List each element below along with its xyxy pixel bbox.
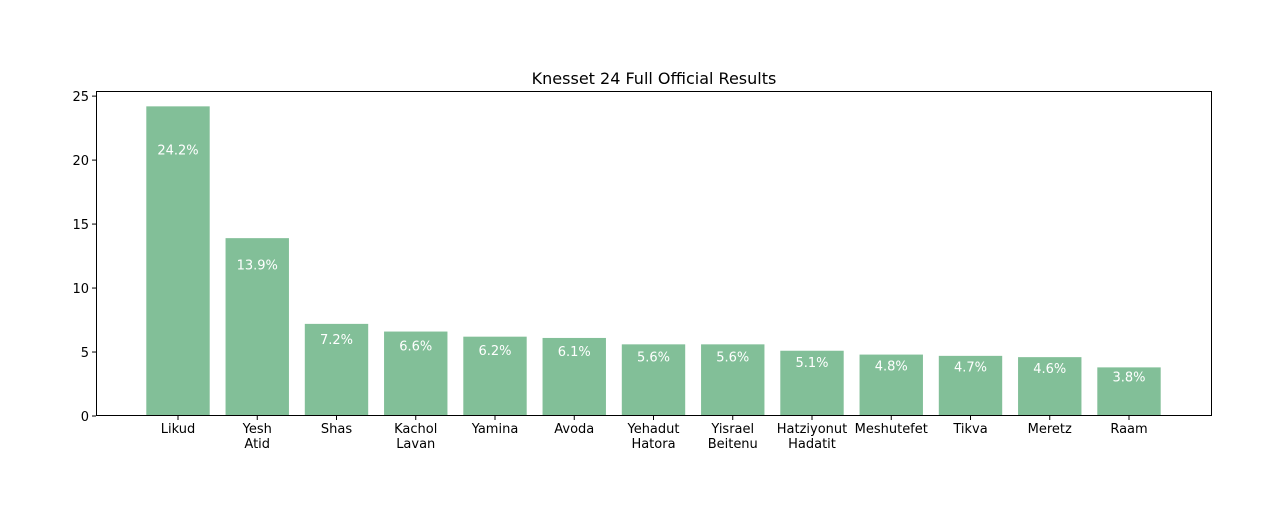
value-label: 6.2%: [478, 344, 511, 359]
value-label: 5.1%: [795, 356, 828, 371]
x-tick-label: Tikva: [952, 422, 987, 437]
bar: [938, 355, 1003, 416]
value-label: 5.6%: [716, 351, 749, 366]
value-label: 6.6%: [399, 340, 432, 355]
y-tick-label: 10: [72, 282, 89, 297]
y-tick-label: 0: [81, 410, 89, 425]
bar: [701, 344, 765, 416]
bar: [146, 106, 210, 416]
y-tick-label: 20: [72, 154, 89, 169]
bar: [384, 331, 448, 416]
x-tick-label: Yisrael Beitenu: [708, 422, 758, 452]
x-tick-label: Shas: [321, 422, 352, 437]
value-label: 3.8%: [1112, 371, 1145, 386]
bar: [542, 337, 606, 416]
plot-frame: [96, 91, 1212, 416]
x-tick-label: Yesh Atid: [242, 422, 272, 452]
x-tick-label: Meshutefet: [855, 422, 928, 437]
x-axis: Likud Yesh Atid Shas Kachol Lavan Yamina Avoda Y…: [161, 416, 1148, 452]
y-tick-label: 25: [72, 90, 89, 105]
value-label: 6.1%: [558, 345, 591, 360]
x-tick-label: Meretz: [1028, 422, 1072, 437]
value-label: 4.7%: [954, 361, 987, 376]
bar: [225, 238, 289, 416]
value-label: 5.6%: [637, 351, 670, 366]
x-tick-label: Hatziyonut Hadatit: [777, 422, 848, 452]
x-tick-label: Avoda: [554, 422, 594, 437]
y-tick-label: 15: [72, 218, 89, 233]
x-tick-label: Likud: [161, 422, 195, 437]
y-tick-label: 5: [81, 346, 89, 361]
bars-layer: [146, 106, 1161, 416]
x-tick-label: Kachol Lavan: [394, 422, 437, 452]
bar: [1018, 357, 1082, 416]
bar: [780, 350, 844, 416]
value-label: 13.9%: [237, 258, 278, 273]
chart-title: Knesset 24 Full Official Results: [532, 69, 777, 88]
bar: [304, 323, 369, 416]
bar: [1097, 367, 1161, 416]
value-label: 4.8%: [875, 360, 908, 375]
value-label: 24.2%: [157, 144, 198, 159]
x-tick-label: Raam: [1110, 422, 1147, 437]
y-axis: 0 5 10 15 20 25: [72, 90, 96, 425]
x-tick-label: Yamina: [471, 422, 519, 437]
bar: [621, 344, 686, 416]
value-label: 7.2%: [320, 333, 353, 348]
value-labels-layer: 24.2% 13.9% 7.2% 6.6% 6.2% 6.1% 5.6% 5.6% 5.1% 4.…: [157, 144, 1145, 386]
bar: [859, 354, 923, 416]
value-label: 4.6%: [1033, 362, 1066, 377]
x-tick-label: Yehadut Hatora: [626, 422, 679, 452]
bar: [463, 336, 527, 416]
